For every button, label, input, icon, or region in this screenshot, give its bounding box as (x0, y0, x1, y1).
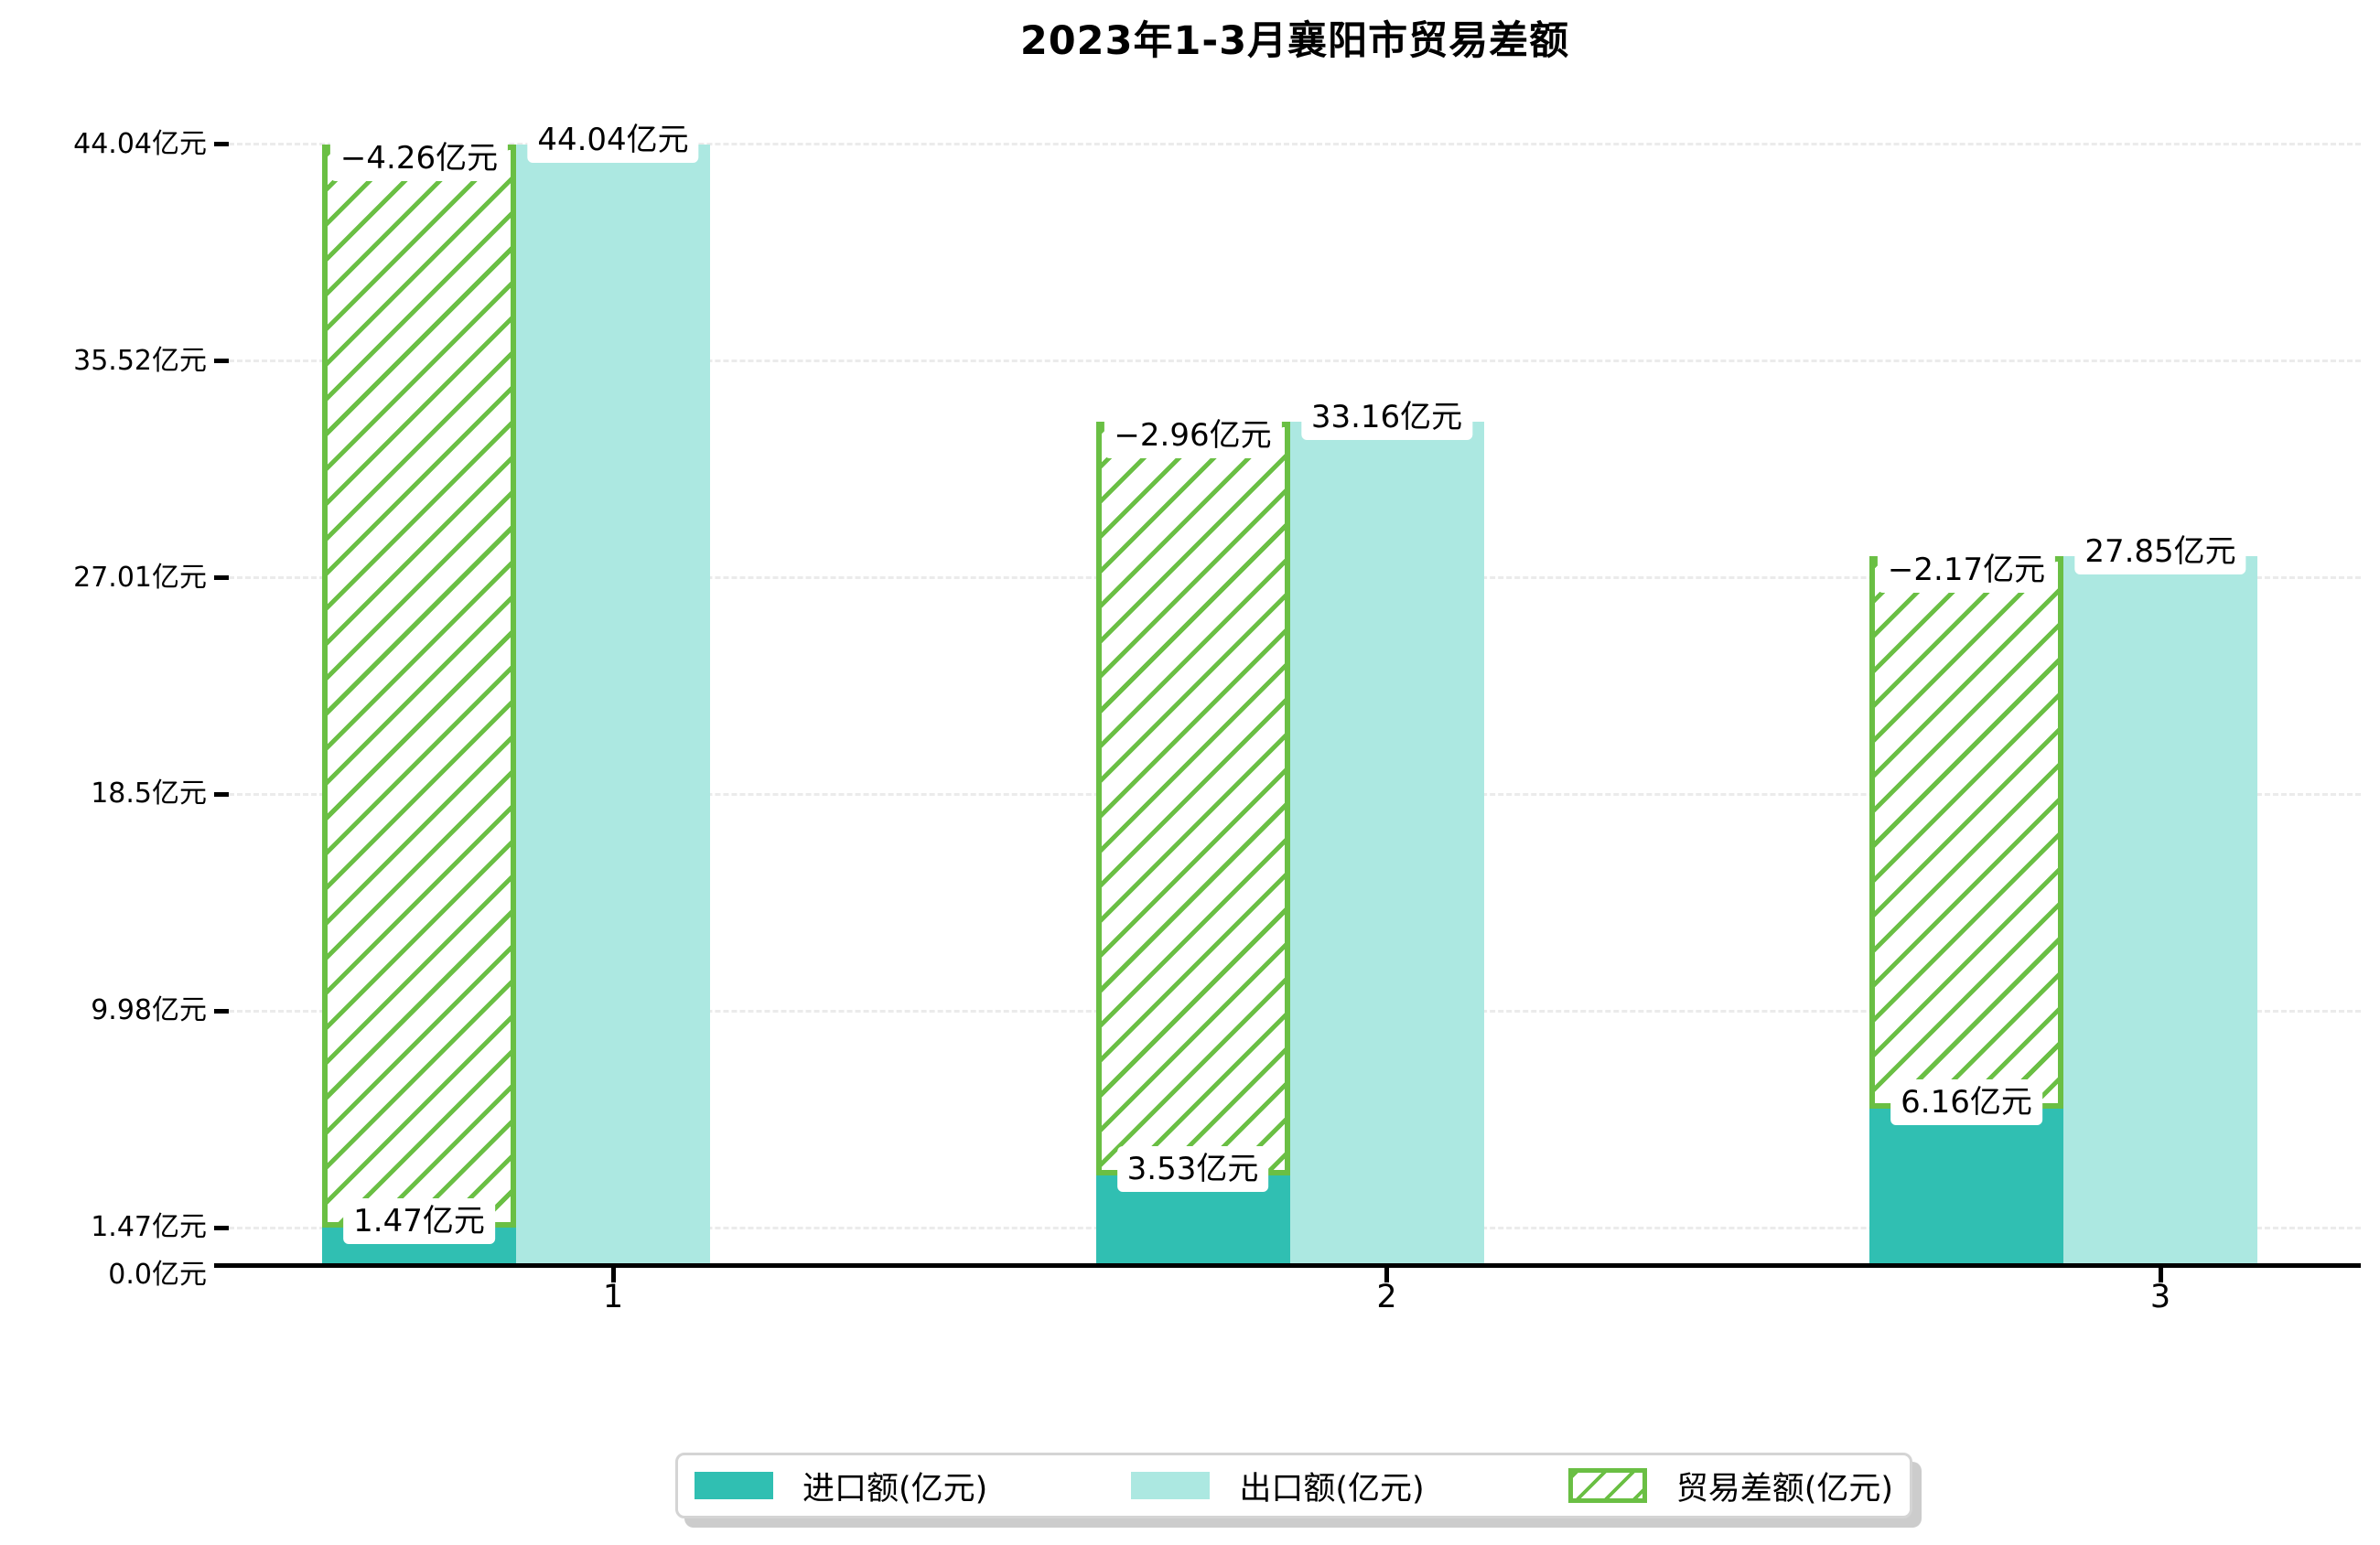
x-tick-label: 2 (1376, 1279, 1397, 1315)
bar-trade-balance-hatched (1095, 421, 1290, 1175)
chart-title: 2023年1-3月襄阳市贸易差额 (1019, 18, 1570, 64)
balance-value-label: −2.96亿元 (1104, 412, 1282, 458)
x-tick-mark (610, 1268, 616, 1282)
x-tick-label: 3 (2149, 1279, 2171, 1315)
balance-hatch-swatch-icon (1567, 1468, 1647, 1503)
y-tick-label: 18.5亿元 (91, 778, 207, 810)
bar-import (1869, 1108, 2063, 1265)
bar-export (1289, 421, 1484, 1265)
legend-item-balance: 贸易差额(亿元) (1567, 1463, 1893, 1509)
gridline (229, 143, 2361, 146)
legend: 进口额(亿元) 出口额(亿元) 贸易差额(亿元) (675, 1453, 1912, 1518)
y-tick-mark (214, 791, 229, 797)
y-tick-label: 44.04亿元 (73, 127, 207, 160)
y-tick-mark (214, 1262, 229, 1268)
x-tick-label: 1 (602, 1279, 624, 1315)
import-value-label: 1.47亿元 (343, 1198, 495, 1245)
x-tick-mark (1384, 1268, 1389, 1282)
y-tick-label: 1.47亿元 (91, 1211, 207, 1244)
y-tick-mark (214, 142, 229, 147)
import-swatch-icon (695, 1472, 773, 1499)
bar-trade-balance-hatched (322, 144, 516, 1228)
y-tick-mark (214, 575, 229, 581)
import-value-label: 6.16亿元 (1890, 1078, 2042, 1125)
y-tick-mark (214, 359, 229, 364)
bar-export (2063, 556, 2257, 1265)
export-swatch-icon (1131, 1472, 1211, 1499)
export-value-label: 44.04亿元 (527, 116, 699, 163)
import-value-label: 3.53亿元 (1116, 1145, 1269, 1192)
legend-item-import: 进口额(亿元) (695, 1463, 987, 1509)
y-tick-mark (214, 1008, 229, 1014)
balance-value-label: −2.17亿元 (1877, 547, 2056, 594)
y-tick-label: 27.01亿元 (73, 561, 207, 594)
legend-label-import: 进口额(亿元) (802, 1470, 988, 1507)
balance-value-label: −4.26亿元 (329, 134, 509, 181)
y-tick-label: 0.0亿元 (108, 1259, 207, 1291)
gridline (229, 359, 2361, 363)
legend-item-export: 出口额(亿元) (1131, 1463, 1425, 1509)
legend-label-balance: 贸易差额(亿元) (1675, 1470, 1893, 1507)
x-tick-mark (2158, 1268, 2163, 1282)
x-axis-line (229, 1263, 2361, 1268)
y-tick-label: 35.52亿元 (73, 344, 207, 377)
bar-export (516, 144, 710, 1265)
legend-label-export: 出口额(亿元) (1239, 1470, 1425, 1507)
bar-trade-balance-hatched (1869, 556, 2063, 1109)
y-tick-label: 9.98亿元 (91, 994, 207, 1027)
export-value-label: 27.85亿元 (2074, 529, 2246, 575)
export-value-label: 33.16亿元 (1300, 393, 1473, 440)
y-tick-mark (214, 1225, 229, 1230)
